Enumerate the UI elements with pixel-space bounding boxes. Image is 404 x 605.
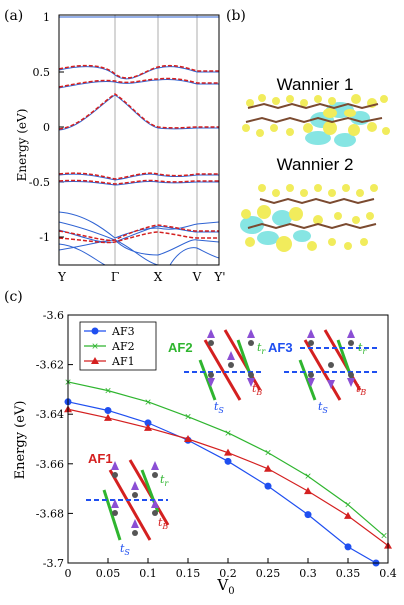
series-af1-point <box>104 413 112 421</box>
kpoint-Gamma: Γ <box>111 270 119 284</box>
dft-bands <box>58 16 220 266</box>
series-af3-point <box>144 419 152 427</box>
panel-b-label: (b) <box>226 8 246 24</box>
xtick-c-1: 0.05 <box>96 567 121 580</box>
xtick-c-6: 0.3 <box>299 567 317 580</box>
panel-c-xlabel: V0 <box>216 576 234 597</box>
panel-c-xlabel-main: V <box>216 576 229 594</box>
ytick-c-1: -3.62 <box>36 359 64 372</box>
ytick-a-5: -1 <box>39 231 50 244</box>
inset-af2-ts: tS <box>214 400 224 415</box>
wannier-2-title: Wannier 2 <box>277 155 354 174</box>
series-af3-line <box>67 401 377 564</box>
inset-af3: AF3 tr tB tS <box>268 329 380 415</box>
inset-af1-ts: tS <box>120 542 130 557</box>
series-af2-point: × <box>104 387 112 397</box>
panel-c-xlabel-sub: 0 <box>228 586 234 597</box>
series-af2-point: × <box>224 429 232 439</box>
kpoint-X: X <box>154 270 163 284</box>
series-af1-point <box>224 448 232 456</box>
series-af1-point <box>144 423 152 431</box>
panel-a-ylabel: Energy (eV) <box>15 109 29 182</box>
wannier-2-image <box>240 184 378 252</box>
legend-af3-marker <box>91 327 99 335</box>
panel-a-yticks: 1 0.5 0 -0.5 -1 <box>29 11 50 244</box>
series-af2-point: × <box>344 501 352 511</box>
inset-af1-label: AF1 <box>88 451 113 466</box>
legend-af2-marker: × <box>91 342 99 352</box>
series-af2-point: × <box>264 449 272 459</box>
inset-af1: AF1 tr tB tS <box>86 451 169 557</box>
series-af1-point <box>184 435 192 442</box>
ytick-a-3: 0 <box>43 121 50 134</box>
panel-c-xticks: 0 0.05 0.1 0.15 0.2 0.25 0.3 0.35 0.4 <box>65 558 397 580</box>
xtick-c-4: 0.2 <box>219 567 237 580</box>
series-af3-point <box>104 406 112 414</box>
inset-af1-tr: tr <box>160 473 169 488</box>
inset-af2-tr: tr <box>257 341 266 356</box>
ytick-c-4: -3.68 <box>36 507 64 520</box>
inset-af2: AF2 tr tB tS <box>168 329 266 415</box>
wannier-1-image <box>242 94 390 147</box>
ytick-c-0: -3.6 <box>43 309 64 322</box>
panel-c-ylabel: Energy (eV) <box>13 401 28 480</box>
series-af1-point <box>344 511 352 519</box>
ytick-a-2: 0.5 <box>33 66 51 79</box>
legend-af2-label: AF2 <box>111 340 135 353</box>
xtick-c-3: 0.15 <box>176 567 201 580</box>
panel-a-frame <box>58 14 220 266</box>
inset-af2-tb: tB <box>252 382 262 397</box>
xtick-c-8: 0.4 <box>379 567 397 580</box>
panel-c-yticks: -3.6 -3.62 -3.64 -3.66 -3.68 -3.7 <box>36 309 73 570</box>
series-af1-point <box>264 464 272 472</box>
legend-af1-marker <box>91 357 99 364</box>
series-af3-point <box>304 511 312 519</box>
ytick-a-4: -0.5 <box>29 176 50 189</box>
inset-af3-tr: tr <box>358 341 367 356</box>
ytick-c-3: -3.66 <box>36 458 64 471</box>
inset-af3-tb: tB <box>356 382 366 397</box>
series-af2-point: × <box>380 532 388 542</box>
xtick-c-5: 0.25 <box>256 567 281 580</box>
series-af3-point <box>344 543 352 551</box>
series-af1-point <box>304 487 312 495</box>
panel-c-frame <box>67 314 389 564</box>
kpoint-separators <box>114 15 198 265</box>
wannier-bands <box>58 64 219 244</box>
kpoint-V: V <box>192 270 202 284</box>
series-af3-point <box>264 482 272 490</box>
panel-a-label: (a) <box>4 8 23 24</box>
series-af2-point: × <box>144 398 152 408</box>
panel-a-kpoints: Y Γ X V Y' <box>57 270 226 284</box>
panel-c-legend: AF3 × AF2 AF1 <box>79 321 157 371</box>
kpoint-Y: Y <box>57 270 67 284</box>
inset-af1-tb: tB <box>158 516 168 531</box>
series-af3-point <box>224 457 232 465</box>
legend-af3-label: AF3 <box>111 325 135 338</box>
ytick-c-5: -3.7 <box>43 557 64 570</box>
panel-c-label: (c) <box>4 289 23 305</box>
legend-af1-label: AF1 <box>111 355 135 368</box>
panel-c-series: ××××××××× <box>64 378 392 567</box>
xtick-c-2: 0.1 <box>139 567 157 580</box>
kpoint-Yprime: Y' <box>213 270 225 284</box>
panel-a-tickmarks <box>59 16 64 238</box>
inset-af3-label: AF3 <box>268 340 293 355</box>
series-af2-point: × <box>184 413 192 423</box>
xtick-c-7: 0.35 <box>336 567 361 580</box>
xtick-c-0: 0 <box>65 567 72 580</box>
ytick-a-1: 1 <box>43 11 50 24</box>
inset-af3-ts: tS <box>318 400 328 415</box>
inset-af2-label: AF2 <box>168 340 193 355</box>
ytick-c-2: -3.64 <box>36 408 64 421</box>
series-af2-line <box>67 381 385 537</box>
series-af2-point: × <box>304 472 312 482</box>
wannier-1-title: Wannier 1 <box>277 75 354 94</box>
